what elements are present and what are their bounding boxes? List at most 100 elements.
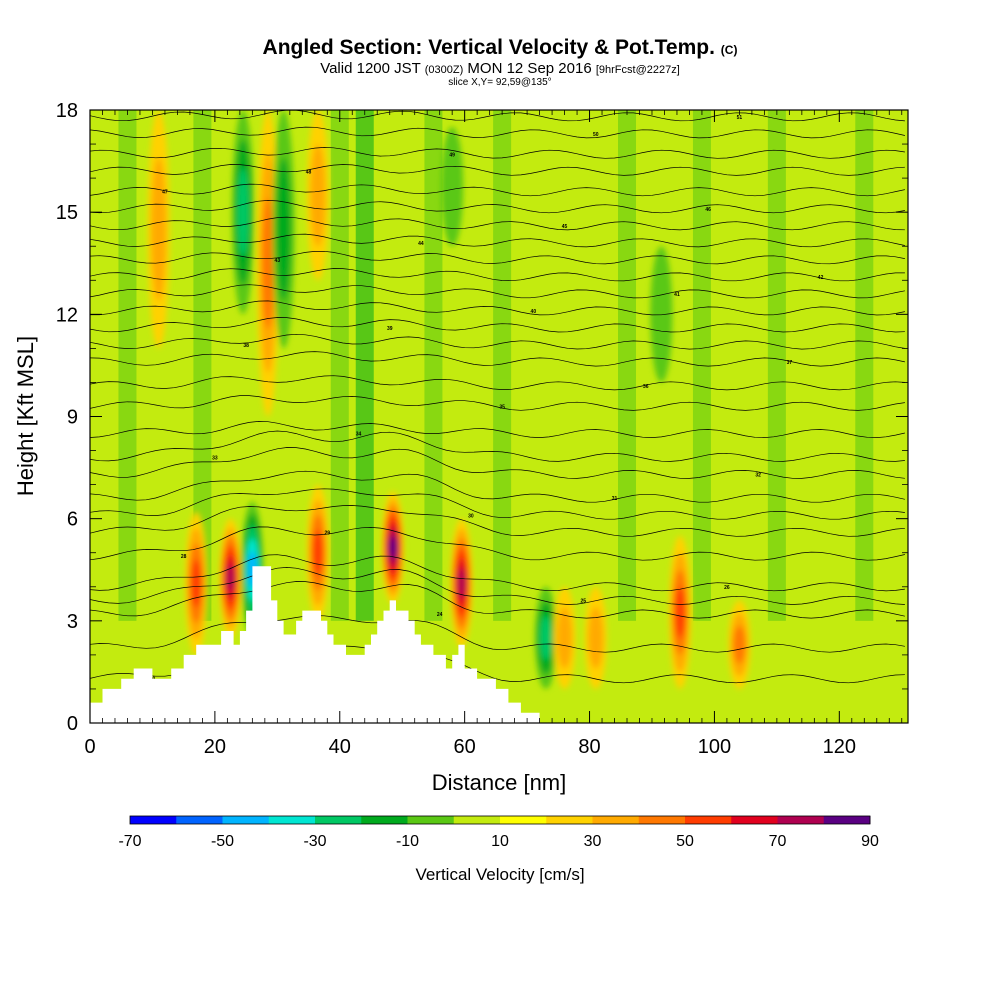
chart-title-units: (C) bbox=[720, 43, 738, 57]
velocity-column-9 bbox=[381, 491, 404, 604]
isentrope-label: 30 bbox=[468, 513, 474, 519]
colorbar-tick-label: -70 bbox=[118, 833, 141, 850]
colorbar-swatch bbox=[731, 816, 778, 824]
colorbar-tick-label: 30 bbox=[584, 833, 602, 850]
velocity-core bbox=[389, 536, 397, 559]
isentrope-label: 28 bbox=[181, 554, 187, 560]
isentrope-label: 41 bbox=[674, 292, 680, 298]
colorbar-swatch bbox=[638, 816, 686, 824]
isentrope-32 bbox=[90, 447, 905, 479]
velocity-core bbox=[733, 625, 746, 664]
streak-0 bbox=[118, 110, 137, 621]
isentrope-22 bbox=[90, 615, 905, 653]
isentrope-36 bbox=[90, 375, 905, 391]
isentrope-42 bbox=[90, 268, 905, 282]
isentrope-label: 26 bbox=[724, 585, 730, 591]
background-streaks bbox=[118, 110, 874, 621]
isentrope-label: 37 bbox=[787, 360, 793, 366]
velocity-column-10 bbox=[450, 518, 473, 649]
isentrope-49 bbox=[90, 147, 905, 159]
streak-5 bbox=[493, 110, 512, 621]
streak-3 bbox=[355, 110, 374, 621]
velocity-column-8 bbox=[306, 110, 329, 281]
colorbar: -70 -50 -30 -10 10 30 50 70 90 bbox=[118, 815, 879, 850]
isentrope-50 bbox=[90, 126, 905, 139]
colorbar-swatch bbox=[222, 816, 270, 824]
terrain bbox=[90, 566, 540, 723]
velocity-core bbox=[262, 197, 274, 329]
subtitle-forecast: [9hrFcst@2227z] bbox=[595, 64, 680, 76]
chart-subtitle: Valid 1200 JST (0300Z) MON 12 Sep 2016 [… bbox=[0, 60, 1000, 77]
streak-8 bbox=[767, 110, 786, 621]
isentrope-label: 43 bbox=[275, 258, 281, 264]
isentrope-44 bbox=[90, 233, 905, 248]
isentrope-label: 40 bbox=[531, 309, 537, 315]
chart-title-text: Angled Section: Vertical Velocity & Pot.… bbox=[262, 36, 715, 59]
streak-6 bbox=[618, 110, 637, 621]
isentrope-label: 47 bbox=[162, 190, 168, 196]
velocity-core bbox=[312, 530, 323, 576]
colorbar-tick-label: 10 bbox=[491, 833, 509, 850]
isentrope-34 bbox=[90, 421, 905, 438]
subtitle-utc-time: (0300Z) bbox=[424, 64, 464, 76]
velocity-core bbox=[539, 615, 552, 660]
colorbar-swatch bbox=[176, 816, 223, 824]
isentrope-label: 32 bbox=[755, 472, 761, 478]
isentrope-33 bbox=[90, 430, 905, 462]
subtitle-date: MON 12 Sep 2016 bbox=[467, 60, 592, 77]
velocity-core bbox=[191, 559, 202, 608]
isentrope-label: 24 bbox=[437, 612, 443, 618]
velocity-column-1 bbox=[185, 511, 208, 655]
isentrope-38 bbox=[90, 333, 905, 350]
colorbar-swatch bbox=[777, 816, 825, 824]
isentrope-41 bbox=[90, 284, 905, 299]
isentrope-label: 36 bbox=[643, 384, 649, 390]
velocity-core bbox=[276, 157, 291, 301]
colorbar-frame bbox=[129, 815, 871, 825]
slice-info: slice X,Y= 92,59@135° bbox=[448, 77, 552, 88]
velocity-columns bbox=[147, 110, 751, 689]
velocity-column-6 bbox=[272, 110, 295, 349]
velocity-core bbox=[588, 607, 604, 669]
y-tick-label: 9 bbox=[67, 407, 78, 429]
isentrope-label: 25 bbox=[581, 598, 587, 604]
y-tick-label: 18 bbox=[56, 100, 78, 122]
velocity-core bbox=[310, 144, 326, 247]
y-tick-label: 15 bbox=[56, 202, 78, 224]
velocity-core bbox=[237, 168, 249, 256]
velocity-column-4 bbox=[231, 110, 254, 315]
velocity-core bbox=[441, 127, 464, 247]
x-tick-label: 60 bbox=[454, 736, 476, 758]
colorbar-tick-label: 90 bbox=[861, 833, 879, 850]
streak-2 bbox=[330, 110, 349, 621]
colorbar-swatch bbox=[546, 816, 593, 824]
isentrope-29 bbox=[90, 505, 905, 537]
colorbar-swatch bbox=[453, 816, 501, 824]
isentrope-40 bbox=[90, 300, 905, 316]
velocity-core bbox=[226, 564, 235, 593]
velocity-core bbox=[557, 607, 572, 669]
isentrope-label: 35 bbox=[499, 404, 505, 410]
isentrope-label: 46 bbox=[705, 207, 711, 213]
isentrope-31 bbox=[90, 470, 905, 503]
chart-title: Angled Section: Vertical Velocity & Pot.… bbox=[0, 36, 1000, 60]
isentrope-label: 48 bbox=[306, 169, 312, 175]
y-tick-label: 6 bbox=[67, 509, 78, 531]
colorbar-swatch bbox=[130, 816, 177, 824]
colorbar-swatch bbox=[361, 816, 408, 824]
y-axis-label: Height [Kft MSL] bbox=[13, 336, 38, 496]
colorbar-swatch bbox=[592, 816, 640, 824]
isentrope-label: 45 bbox=[562, 224, 568, 230]
velocity-column-0 bbox=[147, 110, 170, 349]
isentrope-37 bbox=[90, 351, 905, 367]
colorbar-tick-label: 50 bbox=[676, 833, 694, 850]
isentrope-label: 33 bbox=[212, 455, 218, 461]
subtitle-valid-time: Valid 1200 JST bbox=[320, 60, 421, 77]
isentrope-label: 39 bbox=[387, 326, 393, 332]
isentrope-label: 34 bbox=[356, 432, 362, 438]
velocity-column-16 bbox=[669, 535, 692, 689]
isentrope-label: 31 bbox=[612, 496, 618, 502]
colorbar-swatch bbox=[407, 816, 455, 824]
